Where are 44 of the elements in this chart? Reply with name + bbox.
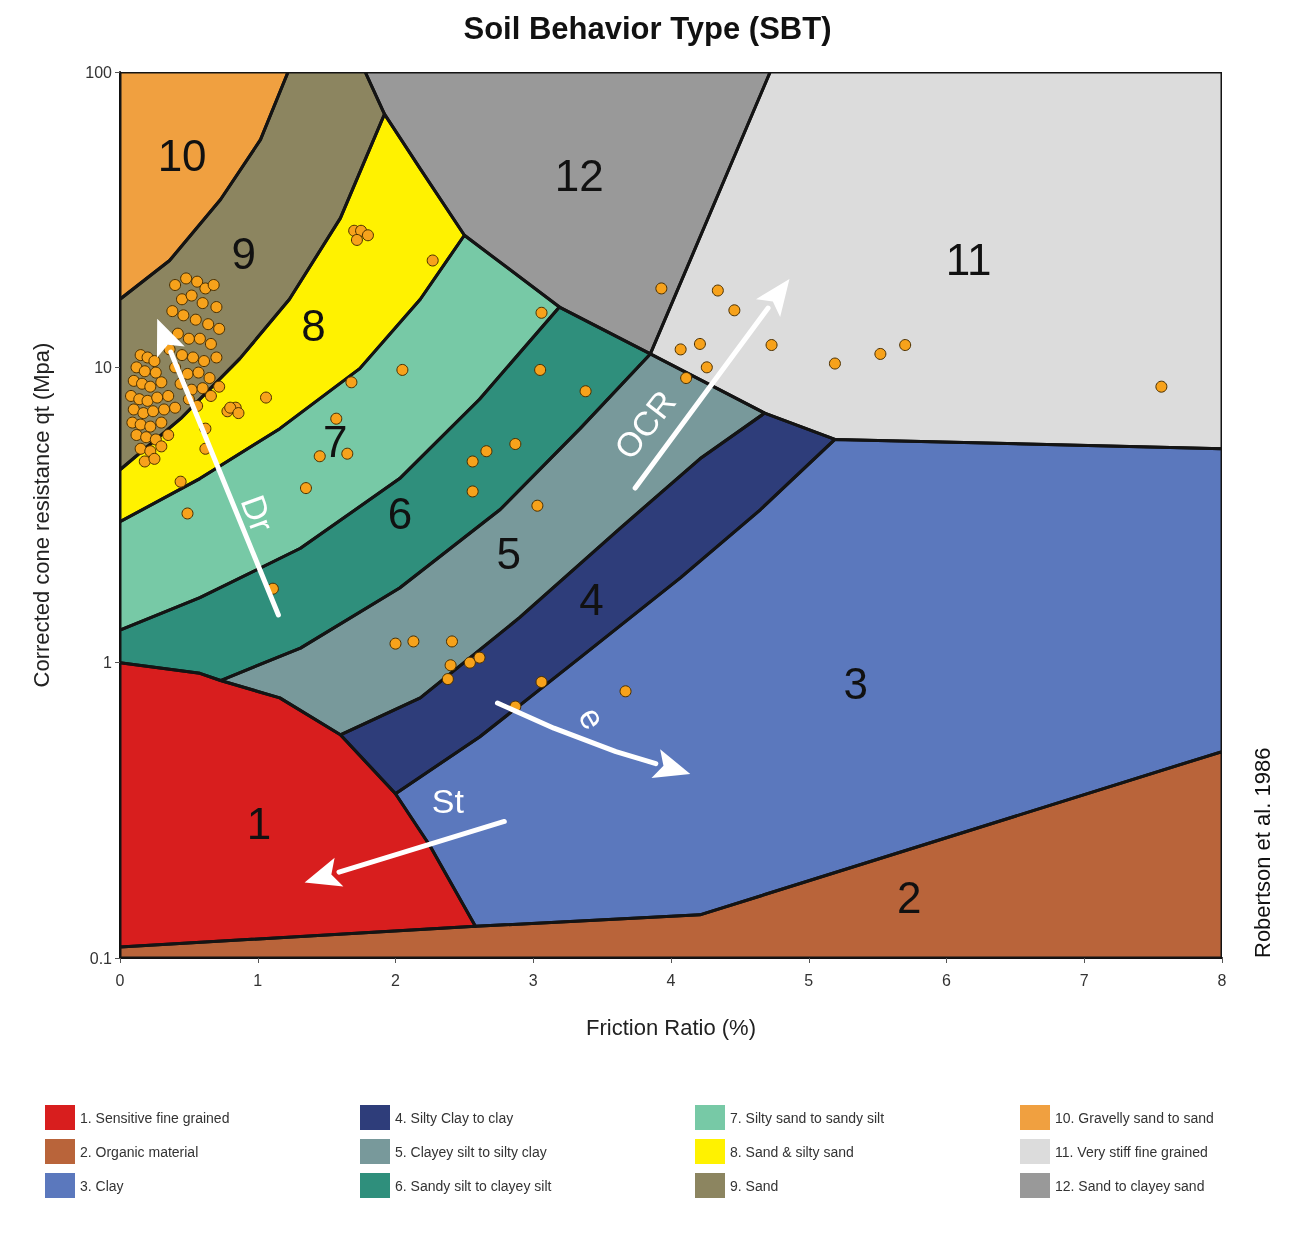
annotation: 10 bbox=[157, 130, 207, 180]
x-tick-label: 3 bbox=[528, 971, 538, 989]
legend-label: 10. Gravelly sand to sand bbox=[1055, 1109, 1214, 1126]
legend-label: 3. Clay bbox=[80, 1177, 124, 1194]
legend-label: 7. Silty sand to sandy silt bbox=[730, 1109, 885, 1126]
annotation: 7 bbox=[322, 417, 348, 467]
legend-label: 4. Silty Clay to clay bbox=[395, 1109, 514, 1126]
y-tick-label: 1 bbox=[103, 654, 113, 672]
annotation: 12 bbox=[554, 150, 604, 200]
legend-label: 12. Sand to clayey sand bbox=[1055, 1177, 1205, 1194]
annotation: 5 bbox=[496, 528, 522, 578]
x-tick-label: 6 bbox=[942, 971, 952, 989]
legend-label: 1. Sensitive fine grained bbox=[80, 1109, 230, 1126]
annotation: 6 bbox=[387, 488, 413, 538]
annotation: 4 bbox=[579, 575, 604, 625]
annotation: e bbox=[571, 700, 614, 736]
annotation: 11 bbox=[945, 235, 992, 285]
x-tick-label: 1 bbox=[253, 971, 263, 989]
y-axis-title: Corrected cone resistance qt (Mpa) bbox=[28, 342, 54, 688]
x-tick-label: 8 bbox=[1217, 971, 1227, 989]
y-tick-label: 0.1 bbox=[89, 949, 113, 967]
text: Robertson et al. 1986 bbox=[1249, 747, 1275, 958]
annotation: St bbox=[431, 782, 465, 821]
legend-label: 8. Sand & silty sand bbox=[730, 1143, 854, 1160]
chart-title: Soil Behavior Type (SBT) bbox=[463, 11, 832, 46]
annotation: 1 bbox=[246, 798, 272, 848]
annotation: 3 bbox=[843, 658, 868, 708]
legend-label: 6. Sandy silt to clayey silt bbox=[395, 1177, 552, 1194]
legend-label: 9. Sand bbox=[730, 1177, 779, 1194]
legend-label: 2. Organic material bbox=[80, 1143, 199, 1160]
x-tick-label: 7 bbox=[1079, 971, 1089, 989]
legend-label: 11. Very stiff fine grained bbox=[1055, 1143, 1208, 1160]
annotation: 8 bbox=[301, 300, 326, 350]
x-tick-label: 2 bbox=[391, 971, 401, 989]
x-tick-label: 5 bbox=[804, 971, 814, 989]
annotation: 9 bbox=[231, 228, 256, 278]
y-tick-label: 100 bbox=[85, 63, 113, 81]
y-tick-label: 10 bbox=[94, 358, 113, 376]
annotation: 2 bbox=[897, 873, 922, 923]
x-tick-label: 0 bbox=[115, 971, 125, 989]
x-tick-label: 4 bbox=[666, 971, 676, 989]
x-axis-title: Friction Ratio (%) bbox=[586, 1014, 756, 1040]
annotation: Dr bbox=[233, 490, 282, 537]
legend-label: 5. Clayey silt to silty clay bbox=[395, 1143, 547, 1160]
